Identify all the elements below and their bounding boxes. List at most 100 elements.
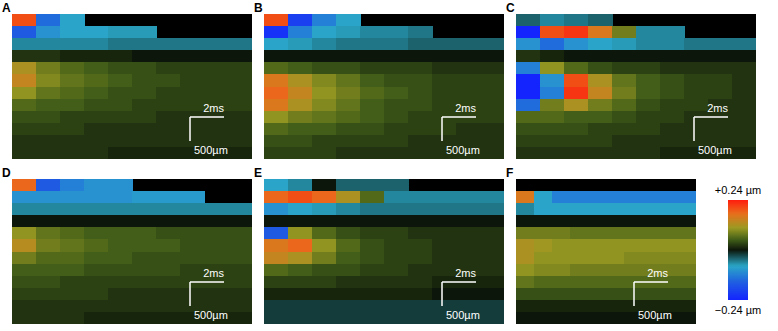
heatmap-cell [570, 252, 589, 265]
heatmap-cell [588, 300, 607, 313]
heatmap-cell [156, 50, 181, 63]
heatmap-cell [636, 123, 661, 136]
heatmap-cell [534, 203, 553, 216]
heatmap-cell [336, 111, 361, 124]
heatmap-cell [552, 264, 571, 277]
heatmap-cell [516, 99, 541, 112]
heatmap-cell [60, 227, 85, 240]
heatmap-cell [360, 123, 385, 136]
heatmap-cell [336, 135, 361, 148]
heatmap-cell [60, 99, 85, 112]
scale-bar-time [694, 116, 728, 118]
heatmap-cell [606, 191, 625, 204]
heatmap-cell [360, 264, 385, 277]
heatmap-cell [564, 87, 589, 100]
scale-bar-time [634, 281, 668, 283]
heatmap-cell [288, 215, 313, 228]
heatmap-cell [480, 191, 504, 204]
heatmap-cell [84, 276, 109, 289]
heatmap-cell [384, 203, 409, 216]
heatmap-cell [684, 99, 709, 112]
heatmap-cell [228, 111, 252, 124]
heatmap-cell [570, 264, 589, 277]
heatmap-cell [12, 203, 37, 216]
heatmap-cell [516, 38, 541, 51]
heatmap-cell [132, 227, 157, 240]
heatmap-cell [36, 87, 61, 100]
heatmap-cell [480, 276, 504, 289]
heatmap-cell [264, 239, 289, 252]
heatmap-cell [336, 50, 361, 63]
heatmap-cell [288, 62, 313, 75]
heatmap-cell [132, 87, 157, 100]
heatmap-cell [540, 111, 565, 124]
heatmap-cell [534, 264, 553, 277]
heatmap-cell [108, 38, 133, 51]
heatmap-cell [564, 62, 589, 75]
heatmap-cell [642, 203, 661, 216]
heatmap-cell [156, 227, 181, 240]
heatmap-cell [204, 203, 229, 216]
scale-bar-label: 2ms [707, 102, 728, 114]
heatmap-cell [36, 252, 61, 265]
heatmap-cell [156, 87, 181, 100]
heatmap-cell [36, 215, 61, 228]
heatmap-cell [312, 123, 337, 136]
heatmap-cell [516, 191, 535, 204]
heatmap-cell [480, 87, 504, 100]
heatmap-cell [570, 276, 589, 289]
heatmap-cell [540, 62, 565, 75]
heatmap-cell [132, 264, 157, 277]
heatmap-cell [156, 252, 181, 265]
heatmap-cell [204, 252, 229, 265]
heatmap-cell [588, 26, 613, 39]
heatmap-cell [60, 74, 85, 87]
heatmap-cell [264, 135, 289, 148]
scale-bar-depth [441, 117, 443, 141]
heatmap-cell [60, 147, 85, 159]
heatmap-cell [336, 264, 361, 277]
heatmap-cell [408, 215, 433, 228]
heatmap-cell [534, 300, 553, 313]
heatmap-cell [156, 300, 181, 313]
heatmap-cell [204, 288, 229, 301]
heatmap-cell [360, 111, 385, 124]
heatmap-cell [228, 252, 252, 265]
panel-background [264, 179, 504, 324]
heatmap-cell [36, 50, 61, 63]
heatmap-cell [684, 74, 709, 87]
heatmap-cell [264, 111, 289, 124]
heatmap-cell [60, 62, 85, 75]
scale-bar-label: 500µm [698, 144, 732, 156]
heatmap-cell [360, 99, 385, 112]
heatmap-cell [84, 62, 109, 75]
heatmap-cell [570, 239, 589, 252]
heatmap-cell [732, 87, 756, 100]
heatmap-cell [408, 74, 433, 87]
heatmap-cell [312, 288, 337, 301]
heatmap-cell [684, 62, 709, 75]
heatmap-cell [678, 264, 696, 277]
heatmap-cell [180, 252, 205, 265]
heatmap-cell [60, 38, 85, 51]
heatmap-cell [336, 276, 361, 289]
heatmap-cell [84, 300, 109, 313]
heatmap-cell [636, 26, 661, 39]
heatmap-cell [708, 50, 733, 63]
heatmap-cell [564, 50, 589, 63]
heatmap-cell [606, 227, 625, 240]
heatmap-cell [204, 227, 229, 240]
heatmap-cell [12, 264, 37, 277]
heatmap-cell [12, 300, 37, 313]
scale-bar: 2ms500µm [442, 267, 480, 321]
heatmap-cell [12, 50, 37, 63]
heatmap-cell [288, 191, 313, 204]
heatmap-cell [552, 215, 571, 228]
heatmap-cell [60, 26, 85, 39]
heatmap-cell [84, 50, 109, 63]
heatmap-cell [588, 288, 607, 301]
scale-bar-time [190, 281, 224, 283]
heatmap-cell [480, 227, 504, 240]
heatmap-cell [612, 74, 637, 87]
heatmap-cell [312, 215, 337, 228]
